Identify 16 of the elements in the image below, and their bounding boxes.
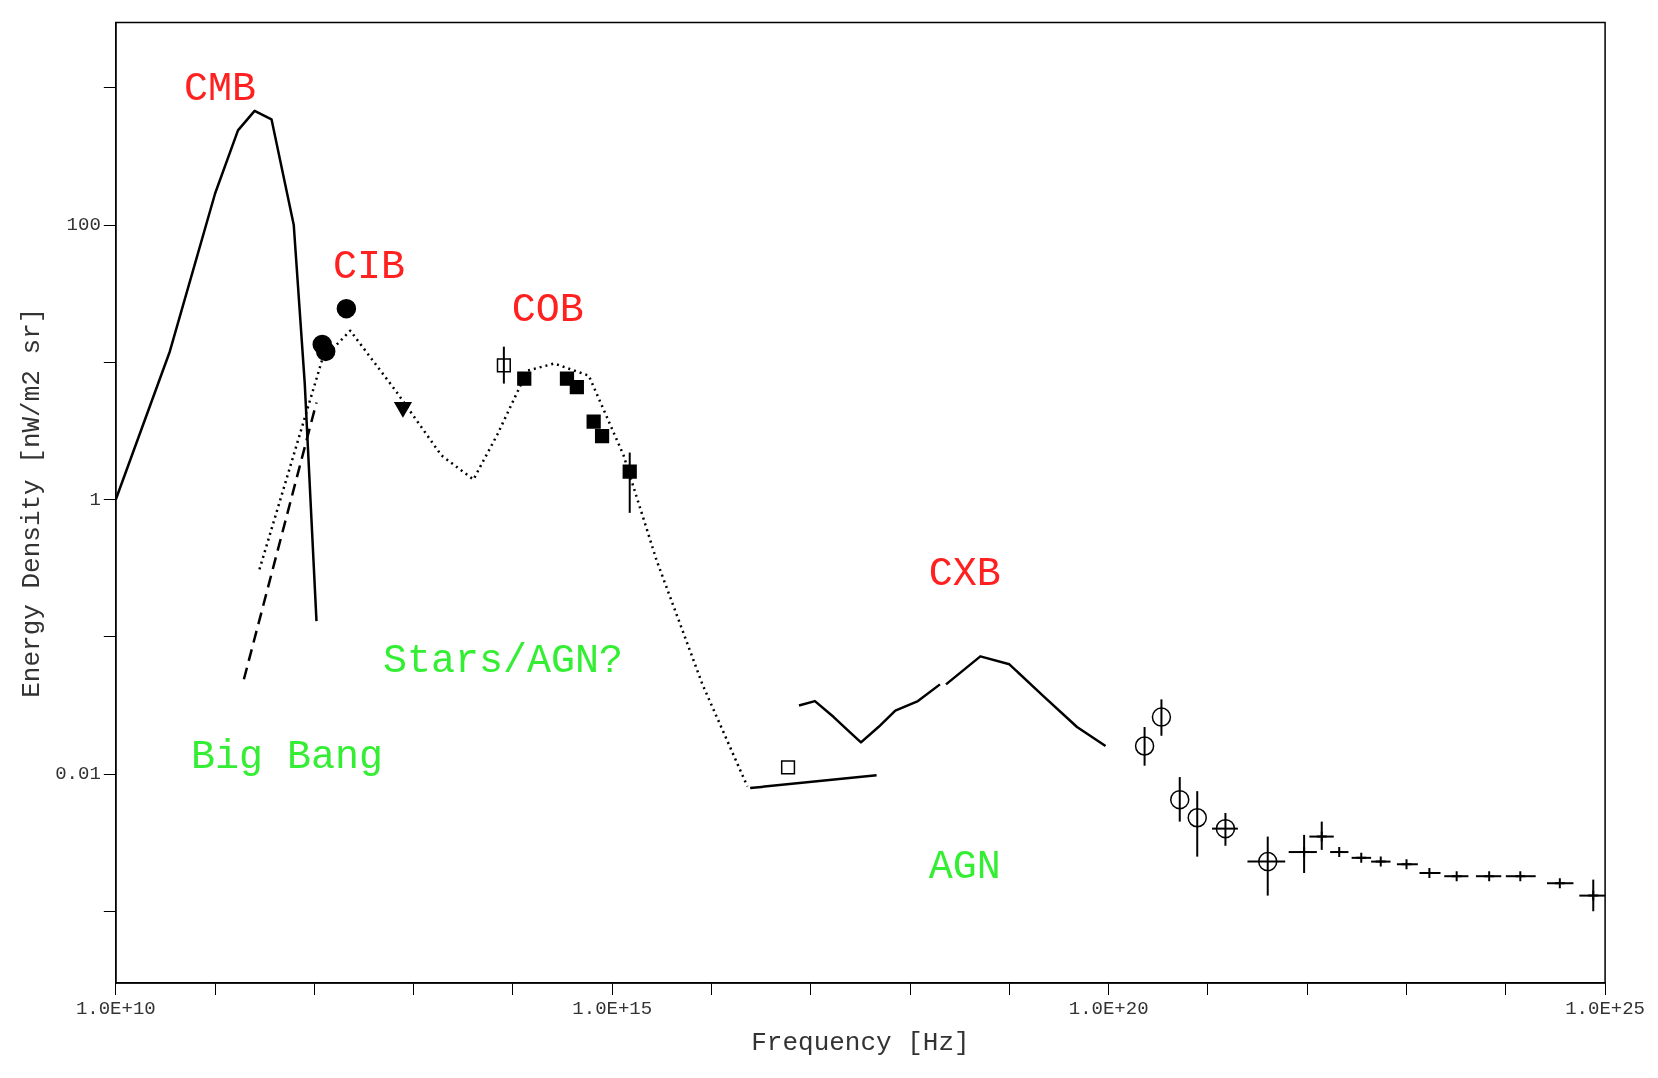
annotation: CMB bbox=[184, 67, 257, 113]
annotation: COB bbox=[511, 288, 584, 334]
x-axis-title: Frequency [Hz] bbox=[751, 1028, 970, 1059]
y-tick-label: 1 bbox=[89, 488, 101, 511]
annotation: Stars/AGN? bbox=[383, 638, 624, 684]
x-tick-label: 1.0E+10 bbox=[75, 998, 156, 1021]
y-tick-label: 100 bbox=[66, 214, 101, 237]
x-tick-label: 1.0E+25 bbox=[1565, 998, 1646, 1021]
y-axis-title: Energy Density [nW/m2 sr] bbox=[17, 307, 48, 698]
annotation: CXB bbox=[928, 552, 1001, 598]
annotation: Big Bang bbox=[191, 734, 384, 780]
annotation: CIB bbox=[332, 244, 405, 290]
x-tick-label: 1.0E+15 bbox=[572, 998, 653, 1021]
annotation: AGN bbox=[928, 845, 1001, 891]
y-tick-label: 0.01 bbox=[55, 763, 101, 786]
x-tick-label: 1.0E+20 bbox=[1068, 998, 1149, 1021]
